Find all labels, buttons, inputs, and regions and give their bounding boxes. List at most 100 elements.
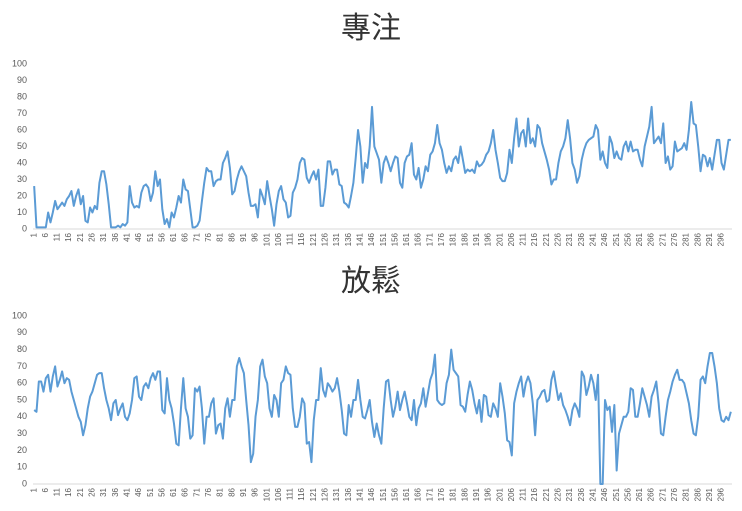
x-tick-label: 46 [134,232,143,241]
x-tick-label: 171 [425,232,434,246]
x-tick-label: 226 [554,232,563,246]
x-tick-label: 131 [332,487,341,501]
x-tick-label: 41 [122,487,131,496]
x-tick-label: 101 [262,487,271,501]
data-line [33,348,732,485]
x-tick-label: 291 [705,232,714,246]
x-tick-label: 201 [495,487,504,501]
x-tick-label: 276 [670,232,679,246]
x-tick-label: 211 [519,232,528,245]
x-tick-label: 201 [495,232,504,246]
x-tick-label: 11 [53,487,62,496]
x-tick-label: 181 [449,232,458,246]
x-tick-label: 1 [29,487,38,492]
y-tick-label: 100 [12,58,27,68]
x-tick-label: 66 [181,232,190,241]
x-tick-label: 51 [146,232,155,241]
y-tick-label: 10 [17,462,27,472]
y-tick-label: 20 [17,445,27,455]
x-tick-label: 296 [717,232,726,246]
x-tick-label: 291 [705,487,714,501]
y-tick-label: 0 [22,223,27,233]
x-tick-label: 146 [367,487,376,501]
x-tick-label: 96 [251,232,260,241]
x-tick-label: 221 [542,487,551,501]
y-tick-label: 10 [17,207,27,217]
x-tick-label: 261 [635,232,644,246]
chart-title: 專注 [341,11,401,46]
x-tick-label: 241 [588,487,597,501]
x-tick-label: 256 [623,487,632,501]
x-tick-label: 6 [41,232,50,237]
x-tick-label: 286 [693,487,702,501]
x-tick-label: 51 [146,487,155,496]
x-tick-label: 6 [41,487,50,492]
y-tick-label: 80 [17,344,27,354]
x-tick-label: 36 [111,232,120,241]
x-tick-label: 61 [169,232,178,241]
x-tick-label: 91 [239,487,248,496]
x-tick-label: 66 [181,487,190,496]
x-tick-label: 161 [402,232,411,246]
x-tick-label: 161 [402,487,411,501]
x-tick-label: 116 [297,232,306,245]
x-tick-label: 41 [122,232,131,241]
y-tick-label: 20 [17,190,27,200]
x-tick-label: 46 [134,487,143,496]
x-tick-label: 116 [297,487,306,500]
x-tick-label: 246 [600,487,609,501]
x-tick-label: 166 [414,232,423,246]
x-tick-label: 296 [717,487,726,501]
x-tick-label: 236 [577,232,586,246]
y-tick-label: 100 [12,310,27,320]
x-tick-label: 81 [216,487,225,496]
x-tick-label: 241 [588,232,597,246]
x-tick-label: 196 [484,232,493,246]
x-tick-label: 216 [530,487,539,501]
x-tick-label: 206 [507,487,516,501]
y-tick-label: 80 [17,91,27,101]
y-tick-label: 30 [17,174,27,184]
x-tick-label: 126 [321,487,330,501]
x-tick-label: 281 [682,232,691,246]
x-tick-label: 26 [88,232,97,241]
x-tick-label: 256 [623,232,632,246]
x-tick-label: 101 [262,232,271,246]
x-tick-label: 61 [169,487,178,496]
x-tick-label: 31 [99,232,108,241]
x-tick-label: 121 [309,487,318,501]
x-tick-label: 176 [437,232,446,246]
x-tick-label: 26 [88,487,97,496]
x-tick-label: 211 [519,487,528,500]
x-tick-label: 146 [367,232,376,246]
x-tick-label: 236 [577,487,586,501]
x-tick-label: 251 [612,232,621,246]
x-tick-label: 1 [29,232,38,237]
x-tick-label: 86 [227,232,236,241]
x-tick-label: 31 [99,487,108,496]
x-tick-label: 91 [239,232,248,241]
x-tick-label: 186 [460,487,469,501]
x-tick-label: 76 [204,487,213,496]
x-tick-label: 71 [192,232,201,241]
x-tick-label: 226 [554,487,563,501]
x-tick-label: 11 [53,232,62,241]
x-tick-label: 71 [192,487,201,496]
x-tick-label: 56 [157,232,166,241]
x-tick-label: 251 [612,487,621,501]
x-tick-label: 206 [507,232,516,246]
x-tick-label: 151 [379,232,388,246]
x-tick-label: 281 [682,487,691,501]
y-tick-label: 90 [17,327,27,337]
y-tick-label: 40 [17,411,27,421]
x-tick-label: 261 [635,487,644,501]
x-tick-label: 136 [344,232,353,246]
x-tick-label: 271 [658,487,667,501]
x-tick-label: 16 [64,232,73,241]
y-tick-label: 60 [17,124,27,134]
x-tick-label: 151 [379,487,388,501]
x-tick-label: 156 [390,487,399,501]
x-tick-label: 271 [658,232,667,246]
x-tick-label: 131 [332,232,341,246]
